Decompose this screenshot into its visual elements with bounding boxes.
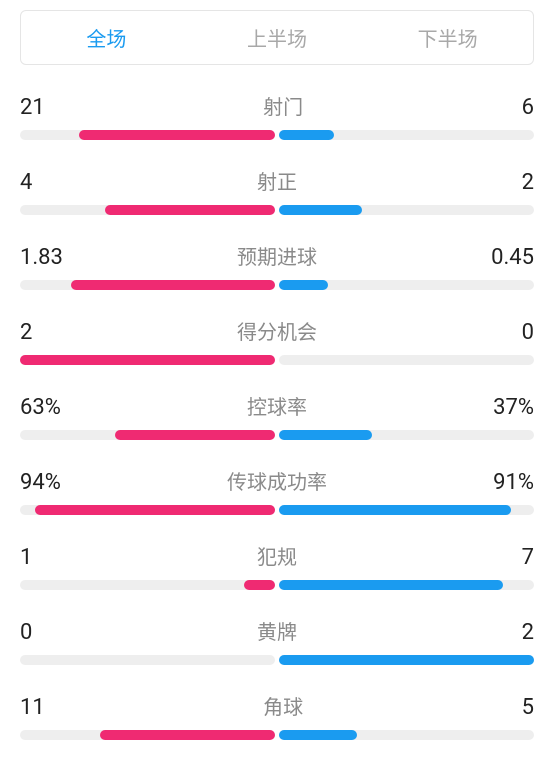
bar-bg-right bbox=[279, 355, 534, 365]
stat-value-left: 1 bbox=[20, 545, 32, 570]
stat-bar bbox=[20, 130, 534, 140]
stat-row: 63% 控球率 37% bbox=[20, 391, 534, 440]
stat-bar bbox=[20, 730, 534, 740]
stat-value-right: 2 bbox=[522, 620, 534, 645]
tab-0[interactable]: 全场 bbox=[21, 11, 192, 64]
stat-value-left: 94% bbox=[20, 470, 61, 495]
stat-value-left: 0 bbox=[20, 620, 32, 645]
stat-bar bbox=[20, 505, 534, 515]
bar-fill-right bbox=[279, 730, 357, 740]
stat-row: 1.83 预期进球 0.45 bbox=[20, 241, 534, 290]
stat-value-right: 0 bbox=[522, 320, 534, 345]
bar-fill-right bbox=[279, 655, 534, 665]
stat-value-right: 2 bbox=[522, 170, 534, 195]
stat-row: 2 得分机会 0 bbox=[20, 316, 534, 365]
stat-label: 犯规 bbox=[257, 541, 297, 570]
stat-values: 1 犯规 7 bbox=[20, 541, 534, 570]
stat-value-right: 5 bbox=[522, 695, 534, 720]
stat-label: 角球 bbox=[263, 691, 303, 720]
bar-fill-right bbox=[279, 505, 511, 515]
stat-bar bbox=[20, 205, 534, 215]
stat-value-right: 7 bbox=[522, 545, 534, 570]
stat-label: 传球成功率 bbox=[227, 466, 327, 495]
tab-2[interactable]: 下半场 bbox=[362, 11, 533, 64]
stat-label: 得分机会 bbox=[237, 316, 317, 345]
period-tabs: 全场上半场下半场 bbox=[20, 10, 534, 65]
stat-value-right: 0.45 bbox=[491, 245, 534, 270]
stat-bar bbox=[20, 280, 534, 290]
bar-fill-right bbox=[279, 430, 372, 440]
stat-label: 射门 bbox=[263, 91, 303, 120]
stat-values: 1.83 预期进球 0.45 bbox=[20, 241, 534, 270]
stat-label: 控球率 bbox=[247, 391, 307, 420]
stat-label: 预期进球 bbox=[237, 241, 317, 270]
stat-value-left: 11 bbox=[20, 695, 45, 720]
stat-bar bbox=[20, 430, 534, 440]
stat-values: 94% 传球成功率 91% bbox=[20, 466, 534, 495]
stat-bar bbox=[20, 655, 534, 665]
bar-fill-left bbox=[71, 280, 275, 290]
stat-label: 黄牌 bbox=[257, 616, 297, 645]
stat-row: 4 射正 2 bbox=[20, 166, 534, 215]
stat-values: 21 射门 6 bbox=[20, 91, 534, 120]
stat-value-right: 91% bbox=[493, 470, 534, 495]
stat-values: 4 射正 2 bbox=[20, 166, 534, 195]
stats-list: 21射门64射正21.83预期进球0.452得分机会063%控球率37%94%传… bbox=[0, 91, 554, 740]
bar-bg-left bbox=[20, 580, 275, 590]
stat-values: 0 黄牌 2 bbox=[20, 616, 534, 645]
stat-row: 0 黄牌 2 bbox=[20, 616, 534, 665]
bar-fill-right bbox=[279, 580, 503, 590]
bar-bg-left bbox=[20, 655, 275, 665]
stat-bar bbox=[20, 580, 534, 590]
bar-fill-left bbox=[35, 505, 275, 515]
stat-row: 94% 传球成功率 91% bbox=[20, 466, 534, 515]
tab-1[interactable]: 上半场 bbox=[192, 11, 363, 64]
stat-value-right: 37% bbox=[493, 395, 534, 420]
bar-fill-left bbox=[100, 730, 275, 740]
stat-value-left: 63% bbox=[20, 395, 61, 420]
bar-fill-left bbox=[105, 205, 275, 215]
stat-row: 1 犯规 7 bbox=[20, 541, 534, 590]
stat-values: 2 得分机会 0 bbox=[20, 316, 534, 345]
bar-fill-right bbox=[279, 130, 334, 140]
stat-value-left: 4 bbox=[20, 170, 32, 195]
stat-value-left: 1.83 bbox=[20, 245, 63, 270]
bar-fill-right bbox=[279, 205, 362, 215]
stat-values: 63% 控球率 37% bbox=[20, 391, 534, 420]
stat-row: 11 角球 5 bbox=[20, 691, 534, 740]
stat-value-right: 6 bbox=[522, 95, 534, 120]
stat-label: 射正 bbox=[257, 166, 297, 195]
bar-fill-left bbox=[20, 355, 275, 365]
stat-value-left: 2 bbox=[20, 320, 32, 345]
stat-value-left: 21 bbox=[20, 95, 45, 120]
stat-values: 11 角球 5 bbox=[20, 691, 534, 720]
stat-row: 21 射门 6 bbox=[20, 91, 534, 140]
bar-fill-left bbox=[79, 130, 275, 140]
bar-fill-right bbox=[279, 280, 328, 290]
stat-bar bbox=[20, 355, 534, 365]
bar-fill-left bbox=[115, 430, 275, 440]
bar-fill-left bbox=[244, 580, 275, 590]
